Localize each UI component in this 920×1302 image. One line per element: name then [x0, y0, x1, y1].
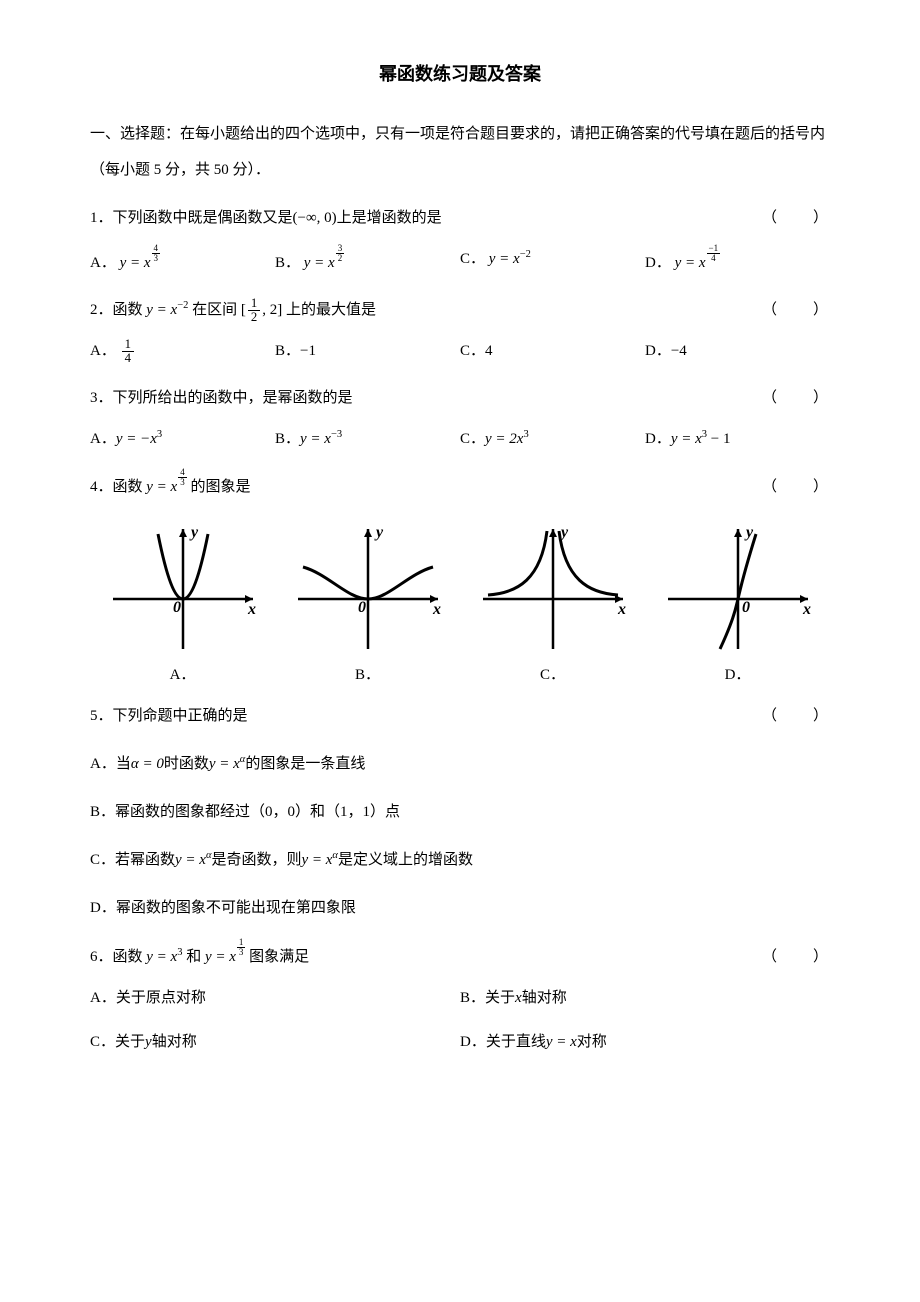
q4-graph-b: x y 0: [288, 519, 448, 659]
q4-bracket: （ ）: [762, 469, 830, 505]
q1-interval: (−∞, 0): [293, 210, 337, 226]
q2-options: A． 14 B．−1 C．4 D．−4: [90, 336, 830, 366]
q6-options-row1: A．关于原点对称 B．关于x轴对称: [90, 983, 830, 1013]
q6-opt-a: A．关于原点对称: [90, 983, 460, 1013]
q1-opt-d: D． y = x−14: [645, 244, 830, 278]
svg-text:x: x: [802, 601, 811, 618]
svg-text:y: y: [374, 524, 384, 541]
q4-graph-labels: A． B． C． D．: [90, 663, 830, 684]
svg-text:x: x: [617, 601, 626, 618]
q5-opt-b: B．幂函数的图象都经过（0，0）和（1，1）点: [90, 794, 830, 830]
q3-stem: 3．下列所给出的函数中，是幂函数的是 （ ）: [90, 380, 830, 416]
q4-graphs: x y 0 x y 0 x y x y: [90, 519, 830, 659]
svg-text:x: x: [432, 601, 441, 618]
q1-stem-a: 1．下列函数中既是偶函数又是: [90, 210, 293, 226]
q6-options-row2: C．关于y轴对称 D．关于直线y = x对称: [90, 1027, 830, 1057]
q4-stem: 4．函数 y = x43 的图象是 （ ）: [90, 468, 830, 505]
q4-graph-c: x y: [473, 519, 633, 659]
q5-opt-c: C．若幂函数y = xα是奇函数，则y = xα是定义域上的增函数: [90, 842, 830, 878]
q1-opt-b: B． y = x32: [275, 244, 460, 278]
svg-text:y: y: [744, 524, 754, 541]
q3-opt-b: B．y = x−3: [275, 424, 460, 454]
q1-options: A． y = x43 B． y = x32 C． y = x−2 D． y = …: [90, 244, 830, 278]
q3-opt-a: A．y = −x3: [90, 424, 275, 454]
svg-text:x: x: [247, 601, 256, 618]
q4-graph-a: x y 0: [103, 519, 263, 659]
q1-stem-b: 上是增函数的是: [337, 210, 442, 226]
q1-bracket: （ ）: [762, 200, 830, 236]
q3-opt-d: D．y = x3 − 1: [645, 424, 830, 454]
q6-opt-b: B．关于x轴对称: [460, 983, 830, 1013]
svg-text:0: 0: [173, 599, 181, 616]
q5-bracket: （ ）: [762, 698, 830, 734]
q5-stem: 5．下列命题中正确的是 （ ）: [90, 698, 830, 734]
q2-stem: 2．函数 y = x−2 在区间 [12, 2] 上的最大值是 （ ）: [90, 292, 830, 328]
q6-opt-d: D．关于直线y = x对称: [460, 1027, 830, 1057]
q4-graph-d: x y 0: [658, 519, 818, 659]
q5-opt-a: A．当α = 0时函数y = xα的图象是一条直线: [90, 746, 830, 782]
q5-opt-d: D．幂函数的图象不可能出现在第四象限: [90, 890, 830, 926]
svg-text:0: 0: [358, 599, 366, 616]
q3-options: A．y = −x3 B．y = x−3 C．y = 2x3 D．y = x3 −…: [90, 424, 830, 454]
q6-stem: 6．函数 y = x3 和 y = x13 图象满足 （ ）: [90, 938, 830, 975]
q1-opt-c: C． y = x−2: [460, 244, 645, 278]
svg-text:0: 0: [742, 599, 750, 616]
page-title: 幂函数练习题及答案: [90, 60, 830, 86]
q1-opt-a: A． y = x43: [90, 244, 275, 278]
q3-opt-c: C．y = 2x3: [460, 424, 645, 454]
q1-stem: 1．下列函数中既是偶函数又是(−∞, 0)上是增函数的是 （ ）: [90, 200, 830, 236]
q2-opt-d: D．−4: [645, 336, 830, 366]
q6-bracket: （ ）: [762, 939, 830, 975]
q2-opt-a: A． 14: [90, 336, 275, 366]
instructions: 一、选择题：在每小题给出的四个选项中，只有一项是符合题目要求的，请把正确答案的代…: [90, 116, 830, 188]
q2-bracket: （ ）: [762, 292, 830, 328]
q6-opt-c: C．关于y轴对称: [90, 1027, 460, 1057]
q3-bracket: （ ）: [762, 380, 830, 416]
q2-opt-c: C．4: [460, 336, 645, 366]
q2-opt-b: B．−1: [275, 336, 460, 366]
svg-text:y: y: [189, 524, 199, 541]
